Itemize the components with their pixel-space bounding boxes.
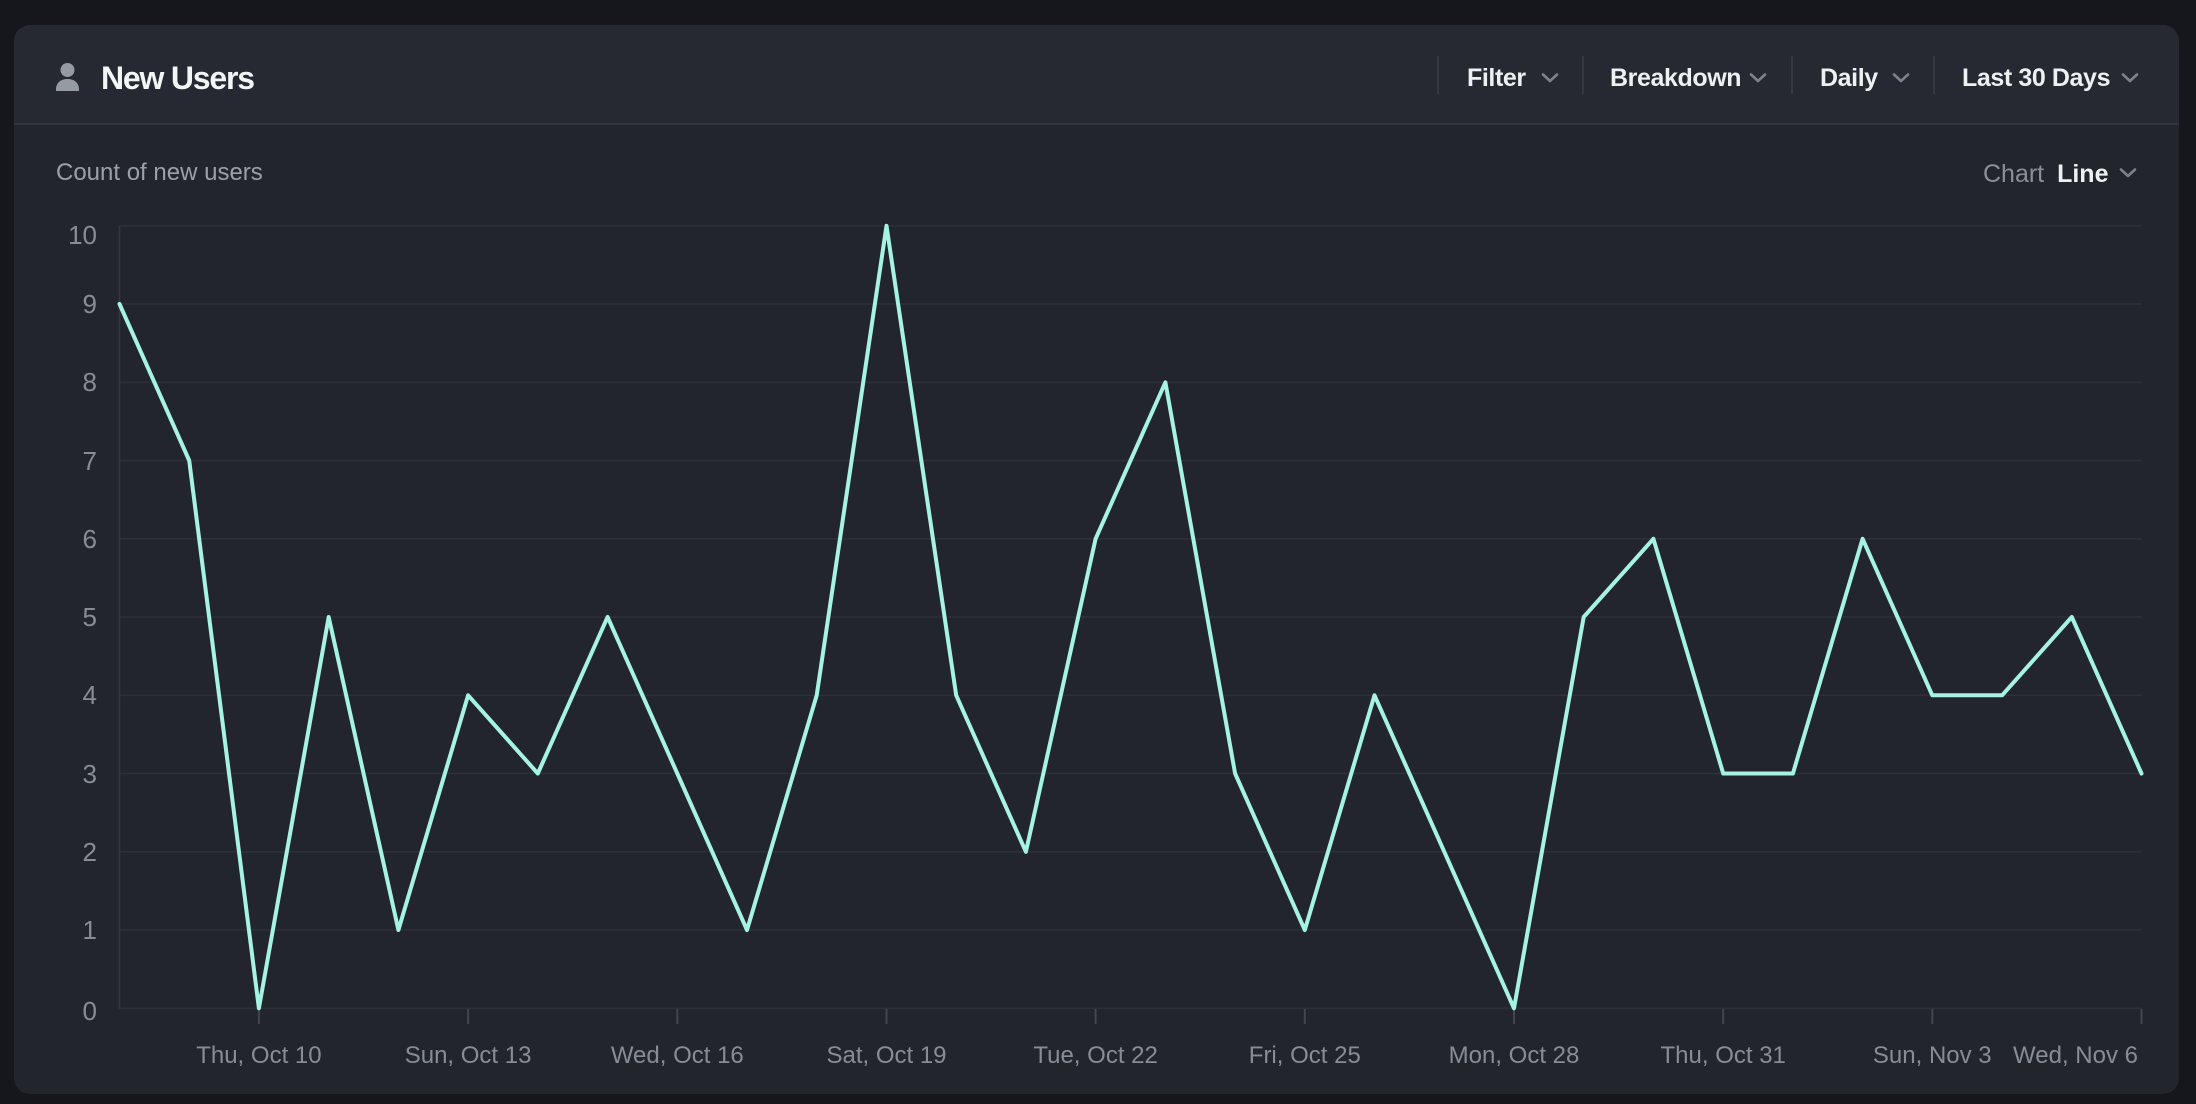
- svg-text:Fri, Oct 25: Fri, Oct 25: [1249, 1042, 1361, 1069]
- svg-text:8: 8: [83, 367, 97, 397]
- svg-text:Sat, Oct 19: Sat, Oct 19: [826, 1042, 946, 1069]
- svg-text:9: 9: [83, 289, 97, 319]
- svg-text:1: 1: [83, 915, 97, 945]
- svg-text:6: 6: [83, 524, 97, 554]
- svg-text:3: 3: [83, 759, 97, 789]
- svg-text:Sun, Oct 13: Sun, Oct 13: [405, 1042, 532, 1069]
- svg-text:Thu, Oct 10: Thu, Oct 10: [196, 1042, 321, 1069]
- svg-text:Thu, Oct 31: Thu, Oct 31: [1661, 1042, 1786, 1069]
- svg-text:0: 0: [83, 996, 97, 1026]
- svg-text:4: 4: [83, 680, 97, 710]
- svg-text:7: 7: [83, 446, 97, 476]
- svg-text:Wed, Oct 16: Wed, Oct 16: [611, 1042, 744, 1069]
- svg-text:10: 10: [68, 220, 97, 250]
- svg-text:5: 5: [83, 602, 97, 632]
- svg-text:2: 2: [83, 837, 97, 867]
- svg-text:Sun, Nov 3: Sun, Nov 3: [1873, 1042, 1992, 1069]
- svg-text:Tue, Oct 22: Tue, Oct 22: [1033, 1042, 1158, 1069]
- svg-text:Mon, Oct 28: Mon, Oct 28: [1449, 1042, 1580, 1069]
- svg-text:Wed, Nov 6: Wed, Nov 6: [2013, 1042, 2138, 1069]
